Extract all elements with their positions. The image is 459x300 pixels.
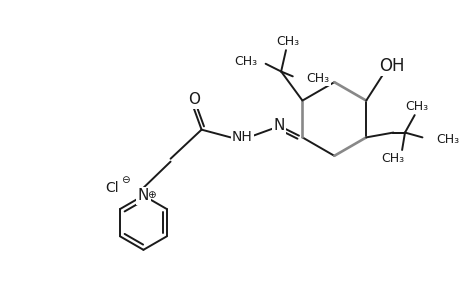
Text: O: O [187,92,199,107]
Text: CH₃: CH₃ [233,55,256,68]
Text: CH₃: CH₃ [380,152,403,165]
Text: CH₃: CH₃ [404,100,427,113]
Text: NH: NH [231,130,252,144]
Text: Cl: Cl [106,181,119,195]
Text: ⊖: ⊖ [120,175,129,185]
Text: CH₃: CH₃ [276,35,299,48]
Text: CH₃: CH₃ [306,72,329,85]
Text: OH: OH [378,57,403,75]
Text: CH₃: CH₃ [435,133,458,146]
Text: N: N [137,188,149,203]
Text: N: N [273,118,284,133]
Text: ⊕: ⊕ [146,190,155,200]
